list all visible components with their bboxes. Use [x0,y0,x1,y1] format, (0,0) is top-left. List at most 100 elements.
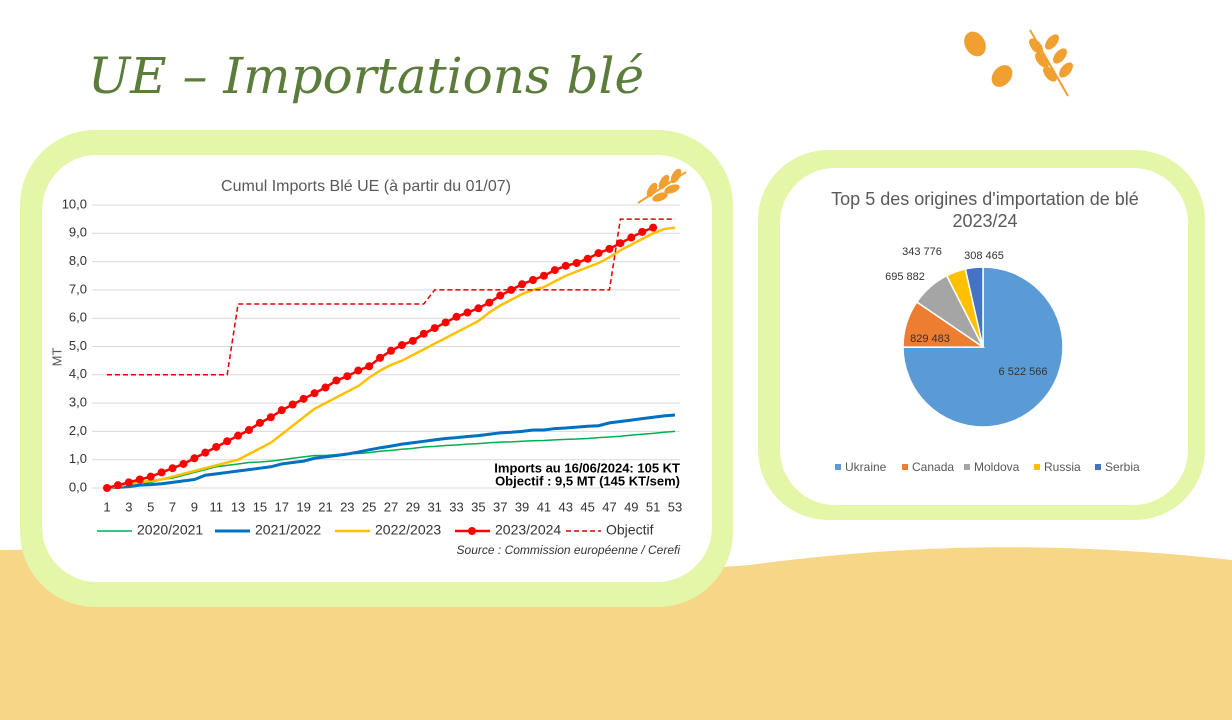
data-point [354,366,363,375]
data-label: 829 483 [910,333,950,345]
x-tick-label: 51 [646,499,660,514]
pie-slice [964,266,984,348]
legend-label: Moldova [974,460,1020,474]
data-point [550,266,559,275]
data-point [124,478,133,487]
x-tick-label: 13 [231,499,245,514]
data-point [376,353,385,362]
y-tick-label: 0,0 [69,479,87,494]
data-label: 695 882 [885,271,925,283]
x-tick-label: 35 [471,499,485,514]
x-tick-label: 49 [624,499,638,514]
x-tick-label: 25 [362,499,376,514]
data-point [397,341,406,350]
data-point [539,271,548,280]
legend-swatch [964,464,970,470]
data-point [255,418,264,427]
legend-label: Objectif [606,522,654,538]
data-label: 343 776 [902,246,942,258]
data-point [135,475,144,484]
data-point [430,324,439,333]
x-tick-label: 11 [209,499,223,514]
y-tick-label: 1,0 [69,451,87,466]
series-line [107,218,675,376]
y-tick-label: 6,0 [69,310,87,325]
x-tick-label: 17 [275,499,289,514]
data-point [223,437,232,446]
data-point [463,308,472,317]
data-point [343,372,352,381]
data-point [212,442,221,451]
pie-slice [902,266,1064,428]
legend-swatch [835,464,841,470]
data-point [638,227,647,236]
data-point [507,285,516,294]
data-point [234,431,243,440]
data-point [572,259,581,268]
legend-label: Russia [1044,460,1081,474]
x-tick-label: 31 [427,499,441,514]
x-tick-label: 9 [191,499,198,514]
y-tick-label: 9,0 [69,225,87,240]
y-tick-label: 2,0 [69,423,87,438]
series-line [106,413,676,490]
data-point [485,298,494,307]
x-tick-label: 19 [296,499,310,514]
data-point [583,254,592,263]
y-tick-label: 8,0 [69,253,87,268]
data-point [190,454,199,463]
data-point [201,448,210,457]
data-point [245,425,253,434]
x-tick-label: 33 [449,499,463,514]
y-tick-label: 10,0 [62,196,87,211]
annotation: Imports au 16/06/2024: 105 KT [494,460,680,475]
card [42,155,712,582]
chart-title: Cumul Imports Blé UE (à partir du 01/07) [221,178,511,195]
x-tick-label: 47 [602,499,616,514]
legend-label: Canada [912,460,954,474]
x-tick-label: 15 [253,499,267,514]
data-point [594,249,603,258]
data-point [288,400,297,409]
data-point [365,362,374,371]
x-tick-label: 3 [125,499,132,514]
y-tick-label: 3,0 [69,395,87,410]
legend-label: Ukraine [845,460,887,474]
data-point [299,394,308,403]
source: Source : Commission européenne / Cerefi [457,543,681,557]
data-point [277,406,286,415]
data-point [157,468,166,477]
page-title: UE – Importations blé [88,47,644,105]
data-point [168,464,177,473]
data-point [310,389,319,398]
data-point [474,304,483,313]
data-point [332,376,341,385]
data-label: 308 465 [964,250,1004,262]
x-tick-label: 41 [537,499,551,514]
data-point [103,484,111,492]
x-tick-label: 37 [493,499,507,514]
x-tick-label: 23 [340,499,354,514]
legend-label: Serbia [1105,460,1140,474]
data-point [627,233,636,242]
y-tick-label: 4,0 [69,366,87,381]
annotation: Objectif : 9,5 MT (145 KT/sem) [495,473,680,488]
wheat-icon [637,168,687,204]
data-point [321,383,330,392]
data-point [266,413,275,422]
x-tick-label: 53 [668,499,682,514]
data-point [496,291,505,300]
x-tick-label: 29 [406,499,420,514]
data-point [529,275,537,284]
data-label: 6 522 566 [999,366,1048,378]
legend-label: 2023/2024 [495,522,561,538]
y-tick-label: 7,0 [69,281,87,296]
x-tick-label: 21 [318,499,332,514]
x-tick-label: 7 [169,499,176,514]
wheat-icon [964,29,1073,97]
y-axis-label: MT [49,348,64,367]
data-point [113,481,122,490]
series-line [106,226,676,490]
